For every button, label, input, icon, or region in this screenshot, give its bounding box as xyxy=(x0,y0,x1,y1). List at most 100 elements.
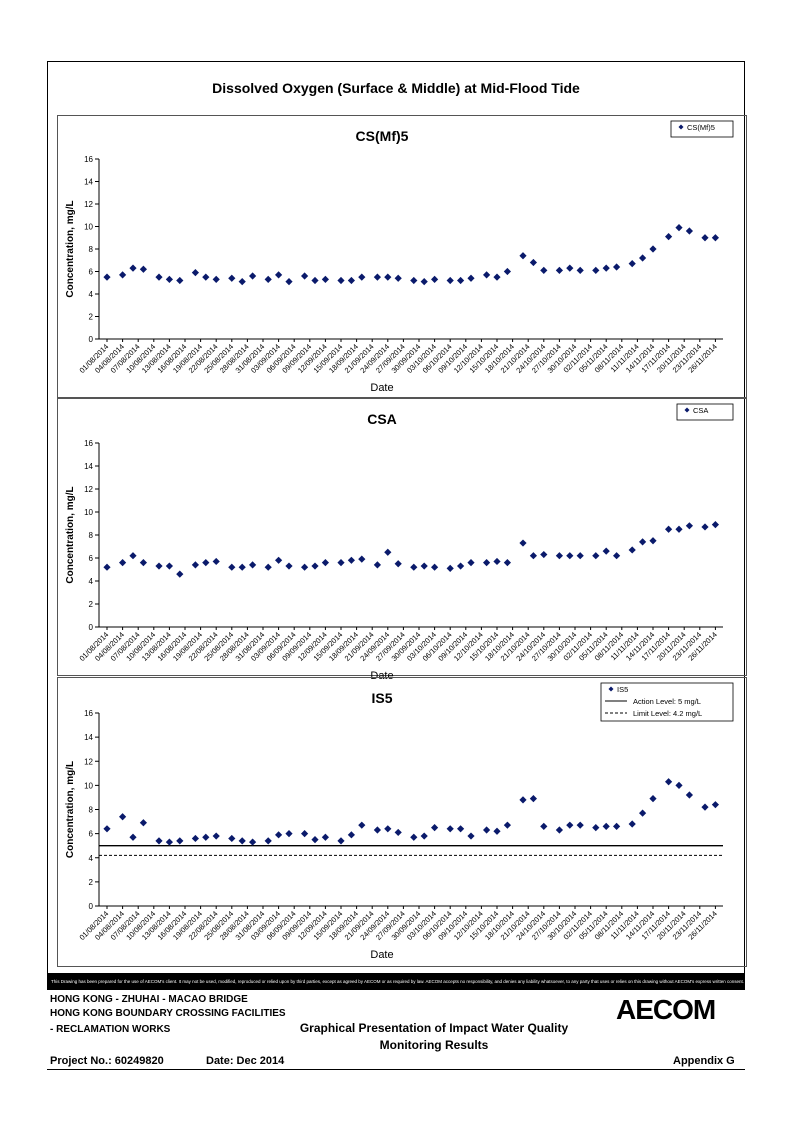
data-point xyxy=(394,274,402,282)
data-point xyxy=(165,838,173,846)
appendix-label: Appendix G xyxy=(673,1055,735,1067)
data-point xyxy=(275,271,283,279)
y-axis-label: Concentration, mg/L xyxy=(65,200,76,297)
data-point xyxy=(628,820,636,828)
data-point xyxy=(576,821,584,829)
y-tick-label: 14 xyxy=(84,462,93,471)
project-number: Project No.: 60249820 xyxy=(50,1055,164,1067)
data-point xyxy=(394,828,402,837)
data-point xyxy=(701,803,709,811)
data-point xyxy=(384,273,392,281)
data-point xyxy=(649,537,657,545)
data-point xyxy=(446,825,454,833)
y-axis-label: Concentration, mg/L xyxy=(65,761,76,858)
data-point xyxy=(337,837,345,845)
y-tick-label: 6 xyxy=(89,554,94,563)
data-point xyxy=(394,560,402,568)
data-point xyxy=(103,273,111,281)
data-point xyxy=(347,276,355,285)
aecom-logo: AECOM xyxy=(616,994,716,1025)
y-tick-label: 6 xyxy=(89,268,94,277)
data-point xyxy=(555,266,563,274)
data-point xyxy=(202,273,210,281)
disclaimer-bar: This Drawing has been prepared for the u… xyxy=(47,973,745,990)
data-point xyxy=(592,266,600,274)
data-point xyxy=(301,563,309,571)
data-point xyxy=(576,266,584,274)
data-point xyxy=(503,267,511,276)
data-point xyxy=(493,827,501,835)
legend-label: Action Level: 5 mg/L xyxy=(633,697,701,706)
legend-label: CSA xyxy=(693,406,708,415)
project-line-1: HONG KONG - ZHUHAI - MACAO BRIDGE xyxy=(50,994,248,1005)
legend-box xyxy=(600,682,734,722)
data-point xyxy=(202,559,210,567)
data-point xyxy=(503,559,511,567)
y-tick-label: 4 xyxy=(89,854,94,863)
data-point xyxy=(628,546,636,554)
data-point xyxy=(576,552,584,560)
data-point xyxy=(139,819,147,827)
data-point xyxy=(457,562,465,570)
y-tick-label: 4 xyxy=(89,577,94,586)
data-point xyxy=(410,833,418,841)
data-point xyxy=(613,263,621,271)
data-point xyxy=(431,563,439,571)
data-point xyxy=(613,552,621,560)
data-point xyxy=(155,562,163,570)
data-point xyxy=(103,563,111,571)
data-point xyxy=(264,837,272,845)
data-point xyxy=(301,830,309,838)
data-point xyxy=(431,823,439,832)
data-point xyxy=(566,821,574,829)
data-point xyxy=(358,273,366,281)
project-line-2: HONG KONG BOUNDARY CROSSING FACILITIES xyxy=(50,1008,286,1019)
data-point xyxy=(347,556,355,564)
data-point xyxy=(483,559,491,567)
data-point xyxy=(420,278,428,286)
y-tick-label: 6 xyxy=(89,830,94,839)
data-point xyxy=(212,275,220,283)
y-axis-label: Concentration, mg/L xyxy=(65,486,76,583)
data-point xyxy=(602,822,610,830)
data-point xyxy=(165,275,173,283)
legend-box xyxy=(676,403,734,421)
data-point xyxy=(566,264,574,272)
data-point xyxy=(420,562,428,570)
data-point xyxy=(613,822,621,830)
data-point xyxy=(675,224,683,232)
data-point xyxy=(639,809,647,817)
data-point xyxy=(446,276,454,285)
data-point xyxy=(665,233,673,241)
data-point xyxy=(457,276,465,285)
presentation-title-1: Graphical Presentation of Impact Water Q… xyxy=(299,1021,569,1035)
y-tick-label: 12 xyxy=(84,757,93,766)
data-point xyxy=(701,234,709,242)
data-point xyxy=(249,272,257,280)
data-point xyxy=(155,273,163,281)
data-point xyxy=(675,781,683,789)
y-tick-label: 2 xyxy=(89,313,94,322)
data-point xyxy=(311,836,319,844)
y-tick-label: 0 xyxy=(89,335,94,344)
data-point xyxy=(129,552,137,560)
data-point xyxy=(711,801,719,809)
data-point xyxy=(129,833,137,841)
data-point xyxy=(410,563,418,571)
data-point xyxy=(119,559,127,567)
data-point xyxy=(358,555,366,563)
y-tick-label: 16 xyxy=(84,439,93,448)
data-point xyxy=(519,539,527,547)
data-point xyxy=(592,823,600,832)
data-point xyxy=(249,561,257,569)
data-point xyxy=(540,822,548,830)
chart-panel-border xyxy=(57,398,747,676)
data-point xyxy=(212,832,220,840)
data-point xyxy=(264,275,272,283)
data-point xyxy=(483,271,491,279)
data-point xyxy=(431,275,439,283)
chart-title: CS(Mf)5 xyxy=(356,128,409,144)
data-point xyxy=(337,559,345,567)
